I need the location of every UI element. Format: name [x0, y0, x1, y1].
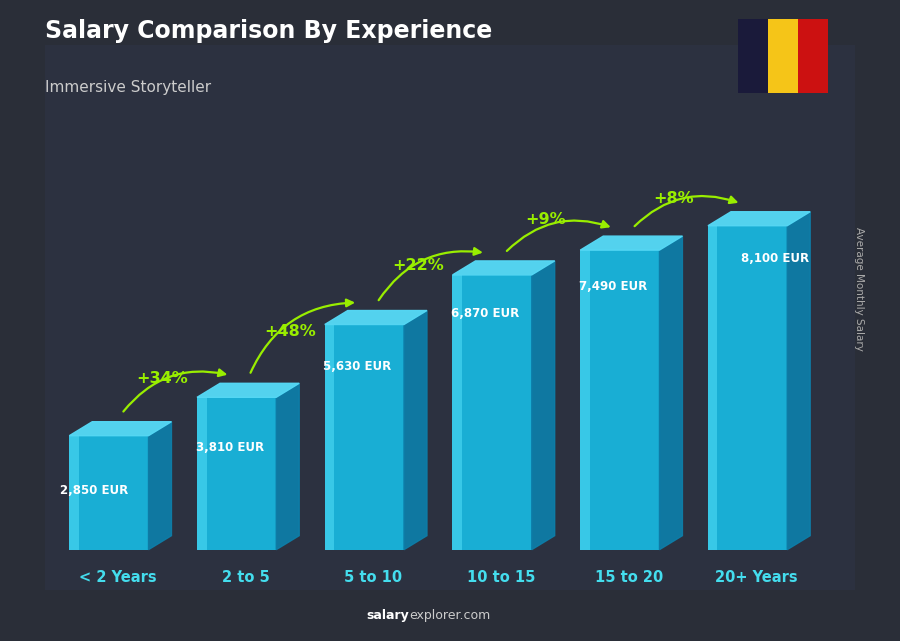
Text: 20+ Years: 20+ Years: [716, 570, 798, 585]
Text: +8%: +8%: [653, 191, 694, 206]
Polygon shape: [148, 422, 172, 550]
Polygon shape: [404, 310, 427, 550]
Text: 3,810 EUR: 3,810 EUR: [195, 441, 264, 454]
Text: +34%: +34%: [137, 370, 188, 386]
Text: < 2 Years: < 2 Years: [79, 570, 157, 585]
Bar: [325, 324, 404, 550]
Text: +22%: +22%: [392, 258, 444, 272]
Polygon shape: [276, 383, 299, 550]
Text: Immersive Storyteller: Immersive Storyteller: [45, 80, 212, 95]
Text: +9%: +9%: [526, 212, 566, 227]
Bar: [708, 226, 717, 550]
Text: Average Monthly Salary: Average Monthly Salary: [854, 226, 865, 351]
Polygon shape: [69, 422, 172, 436]
Bar: [580, 250, 660, 550]
Polygon shape: [660, 236, 682, 550]
Text: 6,870 EUR: 6,870 EUR: [451, 307, 519, 320]
Bar: [69, 436, 148, 550]
Polygon shape: [453, 261, 554, 275]
Text: 10 to 15: 10 to 15: [467, 570, 536, 585]
Text: 8,100 EUR: 8,100 EUR: [742, 252, 809, 265]
Bar: [738, 19, 768, 93]
Bar: [768, 19, 798, 93]
Bar: [798, 19, 828, 93]
Bar: [69, 436, 79, 550]
Text: 5 to 10: 5 to 10: [345, 570, 402, 585]
Bar: [325, 324, 334, 550]
Bar: [580, 250, 590, 550]
Polygon shape: [325, 310, 427, 324]
Text: 7,490 EUR: 7,490 EUR: [579, 280, 647, 293]
Bar: [197, 397, 206, 550]
Text: +48%: +48%: [265, 324, 316, 339]
Polygon shape: [580, 236, 682, 250]
Bar: [197, 397, 276, 550]
Bar: [708, 226, 788, 550]
Polygon shape: [708, 212, 810, 226]
Polygon shape: [788, 212, 810, 550]
Text: salary: salary: [367, 609, 410, 622]
Text: 2 to 5: 2 to 5: [222, 570, 270, 585]
Bar: [453, 275, 532, 550]
Text: 5,630 EUR: 5,630 EUR: [323, 360, 392, 374]
Text: 15 to 20: 15 to 20: [595, 570, 663, 585]
Polygon shape: [532, 261, 554, 550]
Polygon shape: [197, 383, 299, 397]
Text: 2,850 EUR: 2,850 EUR: [60, 484, 129, 497]
Text: Salary Comparison By Experience: Salary Comparison By Experience: [45, 19, 492, 43]
Bar: [453, 275, 462, 550]
Bar: [45, 45, 855, 590]
Text: explorer.com: explorer.com: [410, 609, 490, 622]
